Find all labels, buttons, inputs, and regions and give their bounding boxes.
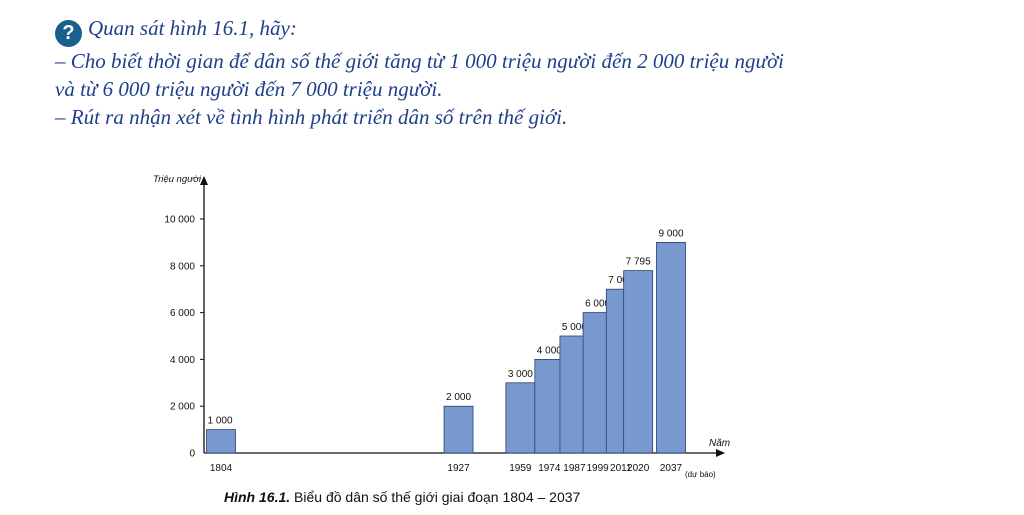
question-icon: ? (55, 20, 82, 47)
value-label-1987: 5 000 (562, 322, 587, 333)
value-label-1974: 4 000 (537, 345, 562, 356)
y-tick-label: 2 000 (170, 402, 195, 413)
figure-caption-label: Hình 16.1. (224, 489, 291, 505)
value-label-1927: 2 000 (446, 392, 471, 403)
bar-1974 (534, 358, 565, 454)
x-tick-label-2011: 2011 (610, 463, 632, 474)
x-axis-arrow (716, 449, 725, 457)
x-tick-label-1804: 1804 (210, 463, 233, 474)
x-tick-label-2037: 2037 (660, 463, 683, 474)
y-tick-label: 4 000 (170, 355, 195, 366)
bar-1804 (206, 429, 236, 454)
question-heading: ? Quan sát hình 16.1, hãy: (55, 14, 1015, 47)
x-tick-label-2020: 2020 (627, 463, 650, 474)
question-line-1: – Cho biết thời gian để dân số thế giới … (55, 49, 784, 73)
y-axis-arrow (200, 176, 208, 185)
value-label-2011: 7 000 (608, 275, 633, 286)
value-label-1804: 1 000 (208, 416, 233, 427)
bar-1927 (443, 405, 474, 454)
figure-caption: Hình 16.1. Biểu đồ dân số thế giới giai … (224, 489, 580, 505)
question-block: ? Quan sát hình 16.1, hãy: – Cho biết thờ… (55, 14, 1015, 131)
question-heading-text: Quan sát hình 16.1, hãy: (88, 16, 297, 40)
figure-caption-text: Biểu đồ dân số thế giới giai đoạn 1804 –… (290, 489, 581, 505)
y-tick-label: 8 000 (170, 261, 195, 272)
y-tick-label: 0 (189, 449, 195, 460)
value-label-1999: 6 000 (585, 299, 610, 310)
x-tick-label-1999: 1999 (586, 463, 609, 474)
x-axis-title: Năm (709, 438, 730, 449)
y-tick-label: 10 000 (164, 215, 195, 226)
bar-1959 (505, 382, 536, 454)
question-line-2: và từ 6 000 triệu người đến 7 000 triệu … (55, 77, 443, 101)
bar-2020 (623, 270, 654, 454)
value-label-2037: 9 000 (658, 228, 683, 239)
x-tick-label-1987: 1987 (563, 463, 586, 474)
x-tick-label-1974: 1974 (538, 463, 561, 474)
question-line-3: – Rút ra nhận xét về tình hình phát triể… (55, 105, 568, 129)
forecast-annotation: (dự báo) (685, 470, 716, 479)
x-tick-label-1927: 1927 (447, 463, 470, 474)
y-tick-label: 6 000 (170, 308, 195, 319)
value-label-1959: 3 000 (508, 369, 533, 380)
bar-2037 (656, 241, 686, 454)
x-tick-label-1959: 1959 (509, 463, 532, 474)
value-label-2020: 7 795 (626, 257, 651, 268)
y-axis-title: Triệu người (153, 174, 202, 185)
